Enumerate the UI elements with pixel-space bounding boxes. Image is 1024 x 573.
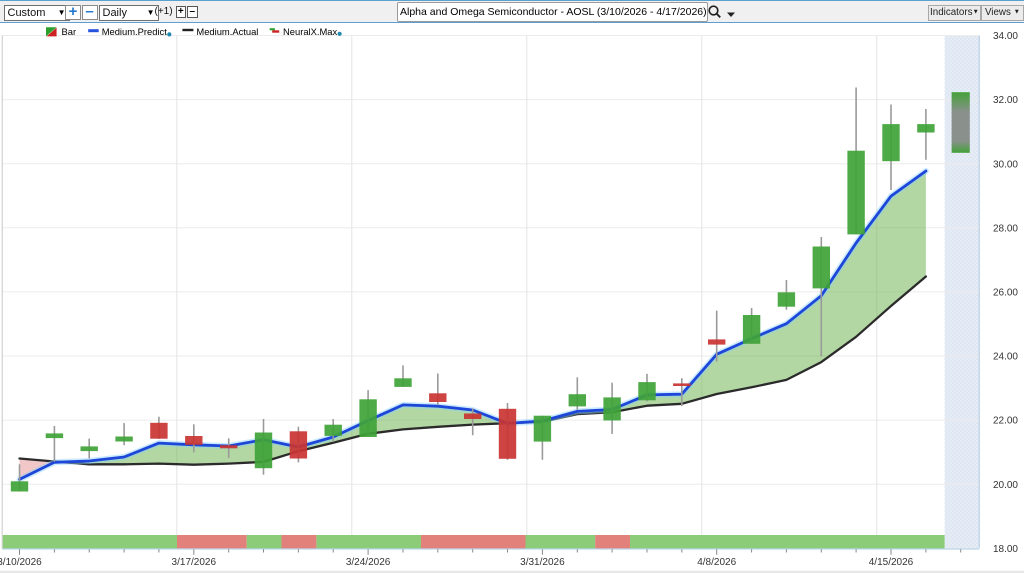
svg-text:20.00: 20.00 [993, 480, 1018, 491]
svg-text:3/24/2026: 3/24/2026 [346, 557, 391, 568]
svg-text:4/8/2026: 4/8/2026 [697, 557, 736, 568]
svg-text:Medium.Actual: Medium.Actual [196, 26, 258, 37]
svg-text:24.00: 24.00 [993, 352, 1018, 363]
svg-text:26.00: 26.00 [993, 288, 1018, 299]
svg-text:28.00: 28.00 [993, 223, 1018, 234]
svg-text:22.00: 22.00 [993, 416, 1018, 427]
svg-text:3/10/2026: 3/10/2026 [0, 557, 42, 568]
svg-text:3/17/2026: 3/17/2026 [172, 557, 217, 568]
svg-text:4/15/2026: 4/15/2026 [869, 557, 914, 568]
svg-text:34.00: 34.00 [993, 31, 1018, 42]
svg-text:3/31/2026: 3/31/2026 [520, 557, 565, 568]
svg-text:Bar: Bar [62, 26, 77, 37]
svg-text:NeuralX.Max: NeuralX.Max [283, 26, 337, 37]
svg-text:Medium.Predict: Medium.Predict [102, 26, 168, 37]
svg-text:32.00: 32.00 [993, 95, 1018, 106]
svg-text:18.00: 18.00 [993, 544, 1018, 555]
svg-text:30.00: 30.00 [993, 159, 1018, 170]
